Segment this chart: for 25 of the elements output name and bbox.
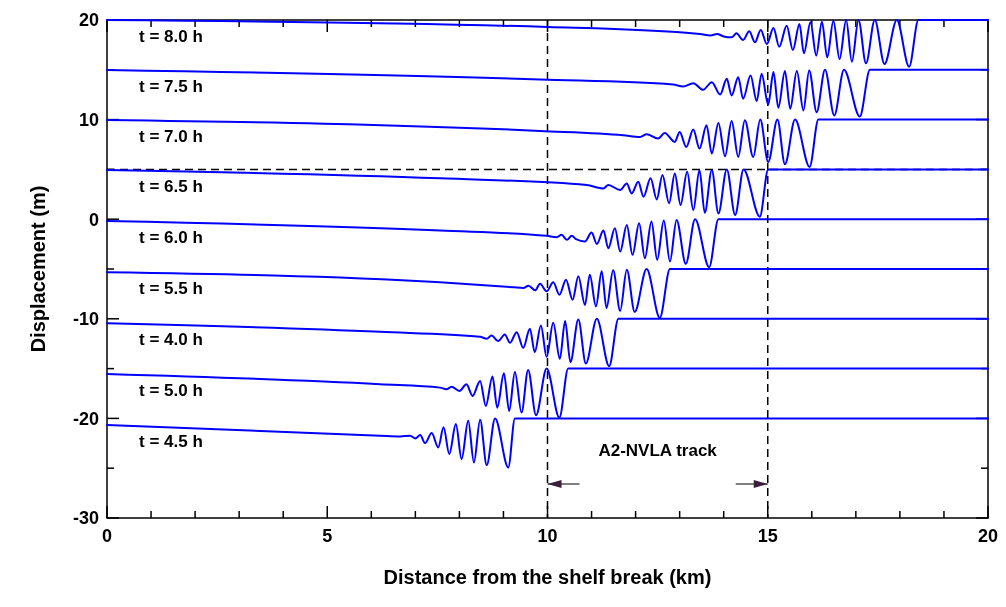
x-tick-label: 15 (757, 526, 778, 546)
x-tick-label: 20 (977, 526, 999, 546)
x-tick-label: 0 (101, 526, 113, 546)
y-axis-title: Displacement (m) (27, 185, 49, 353)
series-label: t = 4.0 h (139, 330, 203, 350)
y-tick-label: -20 (72, 408, 99, 429)
series-label: t = 5.0 h (139, 380, 203, 400)
line-series (106, 19, 989, 68)
y-tick-label: 20 (78, 10, 99, 31)
series-label: t = 4.5 h (139, 431, 203, 451)
y-tick-label: 10 (78, 109, 99, 130)
series-label: t = 7.5 h (139, 77, 203, 96)
y-tick-label: 0 (88, 209, 99, 230)
line-series (106, 68, 989, 118)
x-tick-label: 10 (537, 526, 558, 546)
series-label: t = 6.0 h (139, 227, 203, 247)
y-tick-label: -10 (72, 309, 99, 330)
series-label: t = 5.5 h (139, 279, 203, 299)
x-axis-title: Distance from the shelf break (km) (383, 566, 712, 588)
annotation: A2-NVLA track (598, 441, 718, 460)
series-label: t = 7.0 h (139, 127, 203, 146)
series-label: t = 6.5 h (139, 177, 203, 196)
x-tick-label: 5 (322, 526, 333, 546)
y-tick-label: -30 (72, 508, 99, 529)
series-label: t = 8.0 h (139, 27, 203, 46)
